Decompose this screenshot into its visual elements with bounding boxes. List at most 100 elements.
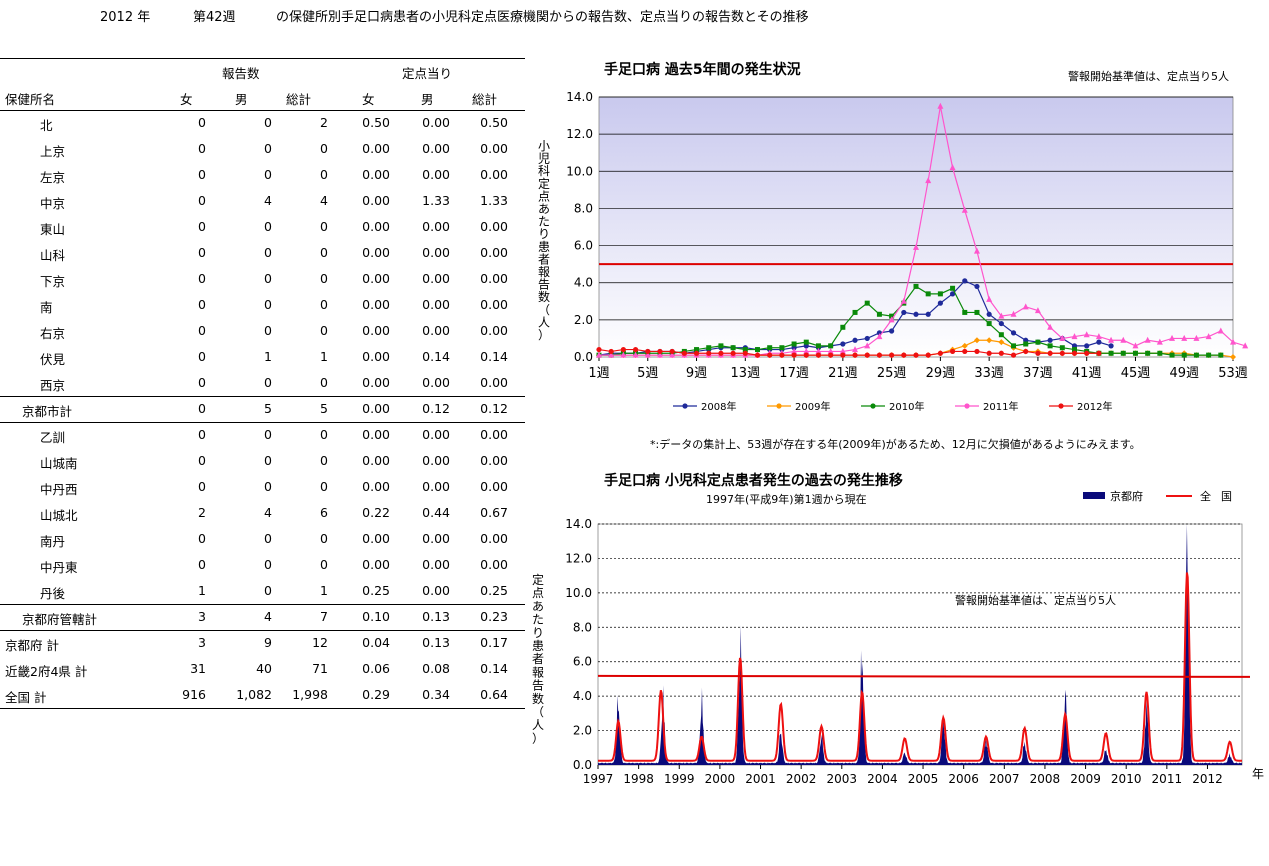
data-point [864,342,871,349]
cell-pf: 0.04 [362,635,390,650]
threshold-note: 警報開始基準値は、定点当り5人 [1068,69,1229,83]
cell-f: 0 [198,323,206,338]
data-point [876,352,883,358]
cell-pf: 0.00 [362,479,390,494]
row-name: 東山 [40,222,66,237]
data-point [681,350,687,356]
cell-f: 1 [198,583,206,598]
data-point [730,350,736,356]
data-point [1169,352,1175,358]
data-point [1023,348,1029,355]
series-line-3 [599,285,1221,356]
data-point [1071,350,1078,356]
data-point [852,346,859,353]
data-point [1205,333,1212,340]
x-tick-label: 2001 [745,772,776,786]
cell-t: 5 [320,401,328,416]
cell-t: 0 [320,141,328,156]
report-table: 報告数 定点当り 保健所名 女 男 総計 女 男 総計 北 0 0 2 0.50 0.00… [0,58,525,709]
data-point [803,352,809,358]
data-point [1059,334,1066,341]
x-tick-label: 1998 [623,772,654,786]
table-row: 下京 0 0 0 0.00 0.00 0.00 [0,266,525,292]
data-point [950,285,956,291]
data-point [962,348,968,355]
data-point [1059,345,1065,351]
data-point [706,350,712,356]
y-tick-label: 12.0 [565,551,592,565]
table-row: 中丹西 0 0 0 0.00 0.00 0.00 [0,474,525,500]
cell-f: 0 [198,479,206,494]
data-point [779,352,785,358]
data-point [1047,337,1053,343]
cell-f: 0 [198,115,206,130]
cell-pt: 0.64 [480,687,508,702]
data-point [986,321,992,327]
row-name: 中丹東 [40,560,78,575]
cell-pt: 0.00 [480,427,508,442]
page-title: 2012 年 第42週 の保健所別手足口病患者の小児科定点医療機関からの報告数、… [0,0,1269,30]
data-point [949,291,956,297]
data-point [1120,336,1127,343]
data-point [1230,354,1236,360]
cell-pm: 0.00 [422,557,450,572]
data-point [937,102,944,109]
legend-swatch-kyoto [1083,492,1105,499]
data-point [1108,350,1114,356]
data-point [839,347,846,354]
cell-m: 4 [264,505,272,520]
cell-m: 0 [264,115,272,130]
data-point [657,348,663,355]
table-group-header-row: 報告数 定点当り [0,58,525,84]
cell-t: 0 [320,323,328,338]
y-tick-label: 10.0 [566,164,593,178]
legend-label: 2008年 [701,400,736,413]
table-row: 東山 0 0 0 0.00 0.00 0.00 [0,214,525,240]
table-row: 伏見 0 1 1 0.00 0.14 0.14 [0,344,525,370]
table-row: 全国 計 916 1,082 1,998 0.29 0.34 0.64 [0,682,525,708]
legend-label: 2011年 [983,400,1018,413]
legend-marker [964,403,970,409]
cell-m: 0 [264,375,272,390]
data-point [718,343,724,349]
y-tick-label: 0.0 [574,350,593,364]
legend-marker [1058,403,1064,409]
cell-f: 0 [198,193,206,208]
row-name: 北 [40,118,53,133]
cell-t: 0 [320,167,328,182]
cell-t: 1 [320,349,328,364]
cell-m: 0 [264,141,272,156]
cell-pf: 0.00 [362,167,390,182]
data-point [1095,333,1102,340]
cell-pm: 0.00 [422,167,450,182]
title-year: 2012 年 [100,10,151,25]
cell-t: 71 [312,661,328,676]
cell-t: 0 [320,271,328,286]
cell-pm: 0.00 [422,453,450,468]
data-point [815,347,822,354]
row-name: 全国 計 [5,690,47,705]
cell-pf: 0.00 [362,141,390,156]
chart-subtitle: 1997年(平成9年)第1週から現在 [706,492,867,506]
data-point [596,351,602,358]
table-row: 京都府 計 3 9 12 0.04 0.13 0.17 [0,630,525,656]
cell-f: 0 [198,401,206,416]
data-point [937,291,943,297]
cell-pt: 0.14 [480,349,508,364]
data-point [949,164,956,171]
cell-f: 0 [198,271,206,286]
x-tick-label: 2007 [989,772,1020,786]
row-name: 山城北 [40,508,78,523]
cell-t: 0 [320,531,328,546]
data-point [998,339,1005,346]
cell-pf: 0.00 [362,427,390,442]
cell-f: 0 [198,531,206,546]
cell-pt: 0.00 [480,219,508,234]
row-name: 伏見 [40,352,66,367]
cell-pt: 0.00 [480,297,508,312]
cell-pf: 0.00 [362,193,390,208]
x-tick-label: 1999 [664,772,695,786]
data-point [1047,350,1053,356]
data-point [973,337,980,344]
data-point [1034,307,1041,314]
